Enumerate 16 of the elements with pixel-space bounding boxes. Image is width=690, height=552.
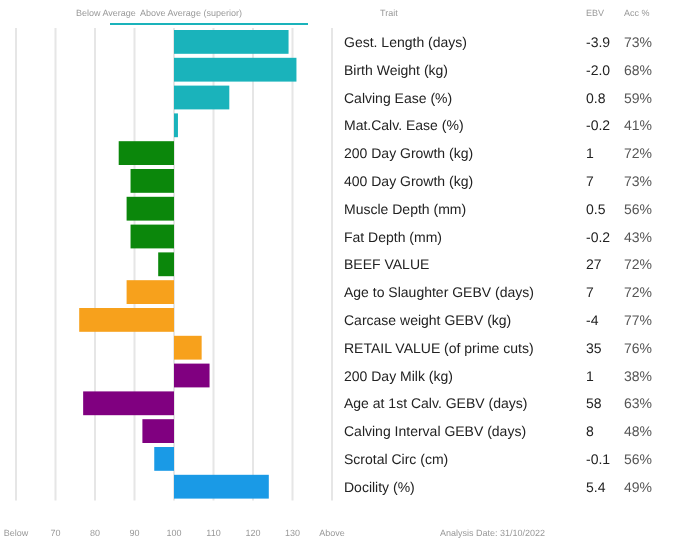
bar (83, 391, 174, 416)
bar (130, 169, 174, 193)
bar (174, 30, 289, 54)
bar (174, 57, 297, 82)
bar (174, 85, 230, 110)
bar (142, 419, 174, 443)
bar (126, 196, 174, 221)
bar (174, 335, 202, 360)
bar (126, 280, 174, 304)
bar (174, 474, 269, 499)
bar (130, 224, 174, 249)
bar (118, 141, 174, 165)
bar (158, 252, 174, 277)
bar (79, 308, 174, 332)
bar (174, 363, 210, 388)
bar (154, 447, 174, 471)
